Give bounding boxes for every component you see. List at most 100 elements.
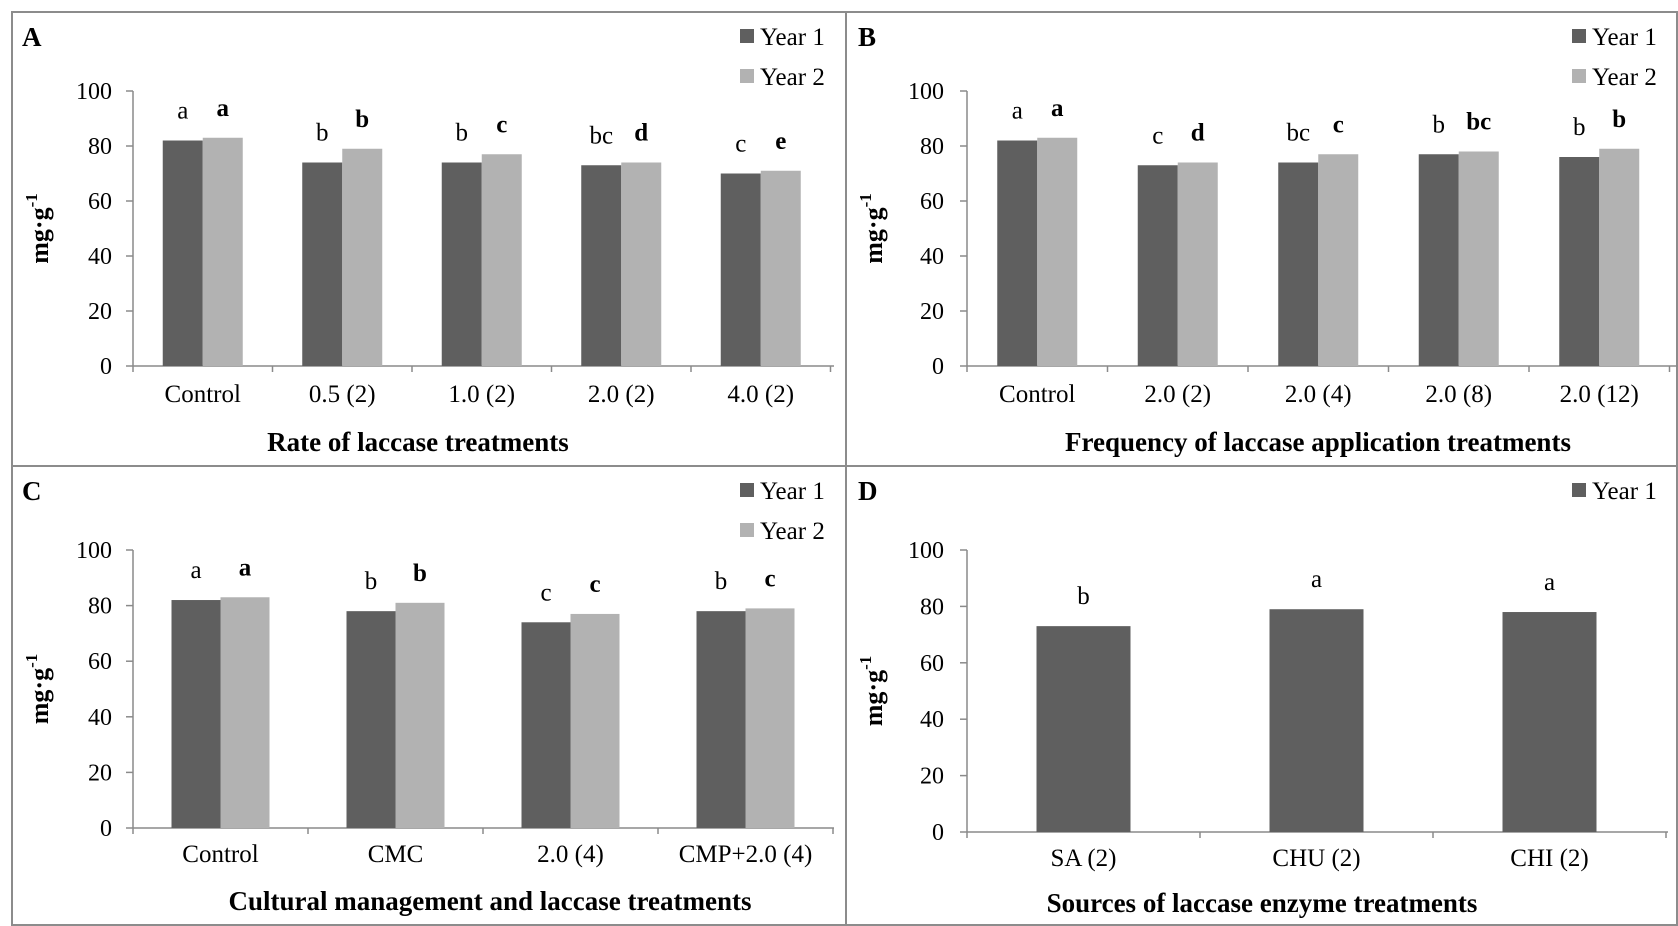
panel-letter: C [22,476,42,506]
legend-entry-label: Year 1 [760,478,825,505]
y-tick-label: 40 [920,707,944,733]
legend-entry-label: Year 1 [1592,24,1657,51]
significance-label: bc [1466,109,1491,136]
x-axis-title: Cultural management and laccase treatmen… [229,886,752,916]
significance-label: e [775,128,786,155]
bar-year-1 [302,162,343,366]
x-category-label: Control [165,381,241,408]
y-tick-label: 80 [88,134,112,160]
x-category-label: 2.0 (8) [1425,381,1492,408]
panel-letter: A [22,22,42,52]
significance-label: b [1573,114,1586,141]
y-tick-label: 20 [920,299,944,325]
y-tick-label: 0 [932,354,944,380]
y-tick-label: 80 [920,134,944,160]
x-category-label: Control [182,841,258,868]
y-axis-title-superscript: -1 [856,193,875,207]
panel-d: D 0 20 40 60 80 100 b SA (2) a CHU (2) a CHI (2) Sour… [856,476,1668,918]
significance-label: c [589,571,600,598]
bar-year-1 [997,140,1038,366]
bar-year-2 [481,154,522,366]
y-tick-label: 40 [88,244,112,270]
y-tick-label: 20 [88,299,112,325]
y-tick-label: 80 [920,594,944,620]
bar-year-1 [1418,154,1459,366]
significance-label: a [1544,569,1555,596]
panel-c: C 0 20 40 60 80 100 a a Control b b CMC c c 2.0 (4) b c CM… [22,476,834,916]
x-category-label: 2.0 (4) [1285,381,1352,408]
x-axis-title: Frequency of laccase application treatme… [1065,427,1571,457]
x-category-label: CMC [368,841,424,868]
significance-label: c [764,565,775,592]
x-axis-title: Sources of laccase enzyme treatments [1047,888,1478,918]
x-category-label: 4.0 (2) [727,381,794,408]
panel-letter: D [858,476,878,506]
bar-year-1 [441,162,482,366]
legend-swatch [1572,483,1586,497]
significance-label: a [1311,566,1322,593]
x-category-label: 1.0 (2) [448,381,515,408]
bar-year-1 [162,140,203,366]
significance-label: a [239,554,252,581]
y-axis-title-superscript: -1 [856,656,875,670]
bar-year-1 [720,173,761,366]
bar-year-2 [1458,151,1499,366]
x-category-label: SA (2) [1051,845,1117,872]
bar-year-2 [202,137,243,366]
y-axis-title-superscript: -1 [22,193,41,207]
significance-label: a [177,98,188,125]
y-tick-label: 80 [88,594,112,620]
legend-entry-label: Year 2 [760,64,825,91]
y-tick-label: 60 [88,189,112,215]
bar-year-2 [1037,137,1078,366]
y-tick-label: 0 [100,816,112,842]
bar-year-1 [696,611,746,828]
y-tick-label: 0 [100,354,112,380]
significance-label: bc [1286,120,1310,147]
y-tick-label: 100 [76,538,112,564]
x-category-label: Control [999,381,1075,408]
y-tick-label: 20 [920,764,944,790]
legend-entry-label: Year 1 [1592,478,1657,505]
x-category-label: 2.0 (4) [537,841,604,868]
legend-swatch [740,69,754,83]
bar-year-2 [1599,148,1640,366]
bar-year-1 [521,622,571,828]
panel-letter: B [858,22,876,52]
x-category-label: 0.5 (2) [309,381,376,408]
bar-year-1 [171,600,221,828]
significance-label: c [540,579,551,606]
legend-entry-label: Year 2 [1592,64,1657,91]
bar-year-2 [570,613,620,828]
y-axis-title: mg·g-1 [856,656,888,727]
legend-swatch [740,483,754,497]
y-tick-label: 60 [88,649,112,675]
y-tick-label: 60 [920,651,944,677]
significance-label: b [365,568,378,595]
significance-label: b [715,568,728,595]
significance-label: c [496,111,507,138]
y-axis-title: mg·g-1 [22,654,54,725]
y-tick-label: 100 [908,538,944,564]
significance-label: bc [589,122,613,149]
legend-swatch [740,523,754,537]
y-tick-label: 20 [88,760,112,786]
bar-year-2 [342,148,383,366]
y-tick-label: 0 [932,820,944,846]
y-tick-label: 40 [88,705,112,731]
bar-year-1 [1502,612,1597,832]
bar-year-1 [1036,626,1131,832]
significance-label: b [456,120,469,147]
significance-label: d [1191,120,1205,147]
legend-swatch [740,29,754,43]
legend-entry-label: Year 2 [760,518,825,545]
y-tick-label: 60 [920,189,944,215]
legend-entry-label: Year 1 [760,24,825,51]
y-tick-label: 40 [920,244,944,270]
bar-year-2 [760,170,801,366]
significance-label: a [1051,95,1064,122]
significance-label: c [1333,111,1344,138]
bar-year-2 [395,602,445,828]
x-category-label: CHU (2) [1272,845,1360,872]
bar-year-1 [1269,609,1364,832]
